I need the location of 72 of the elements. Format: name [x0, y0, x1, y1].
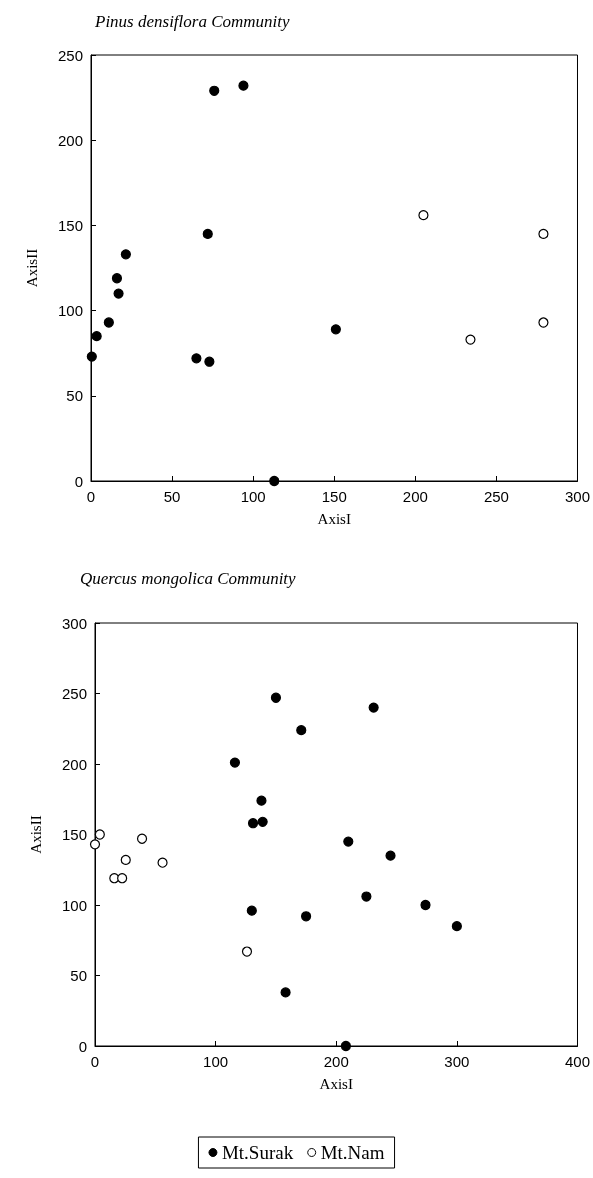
x-tick-label: 250 — [483, 488, 509, 505]
point — [111, 273, 123, 284]
point — [280, 987, 291, 998]
point — [296, 725, 307, 736]
legend-label: Mt.Surak — [221, 1142, 294, 1163]
y-axis-title: AxisII — [23, 248, 40, 288]
y-tick-label: 50 — [66, 387, 83, 405]
y-tick-label: 50 — [70, 967, 87, 984]
x-tick-label: 200 — [402, 488, 428, 505]
point — [451, 921, 462, 932]
point — [113, 288, 124, 299]
x-axis-title: AxisI — [317, 510, 351, 527]
point — [191, 353, 202, 364]
point — [368, 702, 379, 713]
point — [257, 816, 268, 827]
point — [538, 228, 549, 240]
point — [465, 334, 476, 345]
point — [94, 829, 105, 840]
x-tick-label: 200 — [323, 1053, 349, 1070]
point — [270, 692, 282, 703]
point — [301, 911, 312, 922]
point — [89, 839, 101, 850]
y-tick-label: 150 — [61, 826, 87, 843]
x-tick-label: 0 — [90, 1053, 100, 1070]
point — [340, 1040, 351, 1052]
point — [238, 80, 249, 91]
point — [120, 249, 131, 260]
point — [330, 324, 341, 335]
point — [247, 818, 259, 829]
point — [361, 891, 372, 902]
point — [103, 317, 114, 328]
y-axis-title: AxisII — [27, 815, 44, 854]
y-tick-label: 250 — [61, 685, 87, 702]
point — [229, 757, 241, 768]
x-tick-label: 100 — [203, 1053, 229, 1070]
y-tick-label: 100 — [57, 302, 83, 320]
y-tick-label: 300 — [61, 614, 87, 632]
legend-label: Mt.Nam — [320, 1142, 385, 1163]
point — [117, 873, 128, 884]
x-tick-label: 150 — [321, 488, 347, 505]
chart-title: Pinus densiflora Community — [94, 12, 291, 31]
point — [204, 356, 215, 367]
point — [538, 317, 549, 328]
y-tick-label: 0 — [78, 1037, 87, 1055]
y-tick-label: 200 — [57, 131, 83, 149]
point — [202, 228, 213, 240]
point — [157, 857, 168, 868]
x-tick-label: 300 — [564, 488, 590, 505]
point — [209, 85, 220, 96]
point — [420, 899, 431, 911]
point — [136, 833, 148, 844]
point — [269, 475, 280, 487]
chart-title: Quercus mongolica Community — [80, 569, 297, 588]
point — [385, 850, 396, 861]
x-axis-title: AxisI — [319, 1075, 353, 1092]
y-tick-label: 250 — [57, 46, 83, 64]
x-tick-label: 100 — [240, 488, 266, 505]
x-tick-label: 50 — [163, 488, 181, 505]
x-tick-label: 400 — [564, 1053, 590, 1070]
y-tick-label: 200 — [61, 755, 87, 773]
y-tick-label: 0 — [74, 472, 83, 490]
x-tick-label: 300 — [444, 1053, 470, 1070]
point — [86, 351, 97, 362]
y-tick-label: 100 — [61, 896, 87, 914]
point — [241, 946, 253, 957]
point — [246, 905, 257, 916]
point — [91, 331, 102, 342]
point — [256, 795, 267, 806]
point — [418, 210, 429, 221]
y-tick-label: 150 — [57, 216, 83, 234]
point — [343, 836, 354, 847]
point — [120, 854, 131, 865]
